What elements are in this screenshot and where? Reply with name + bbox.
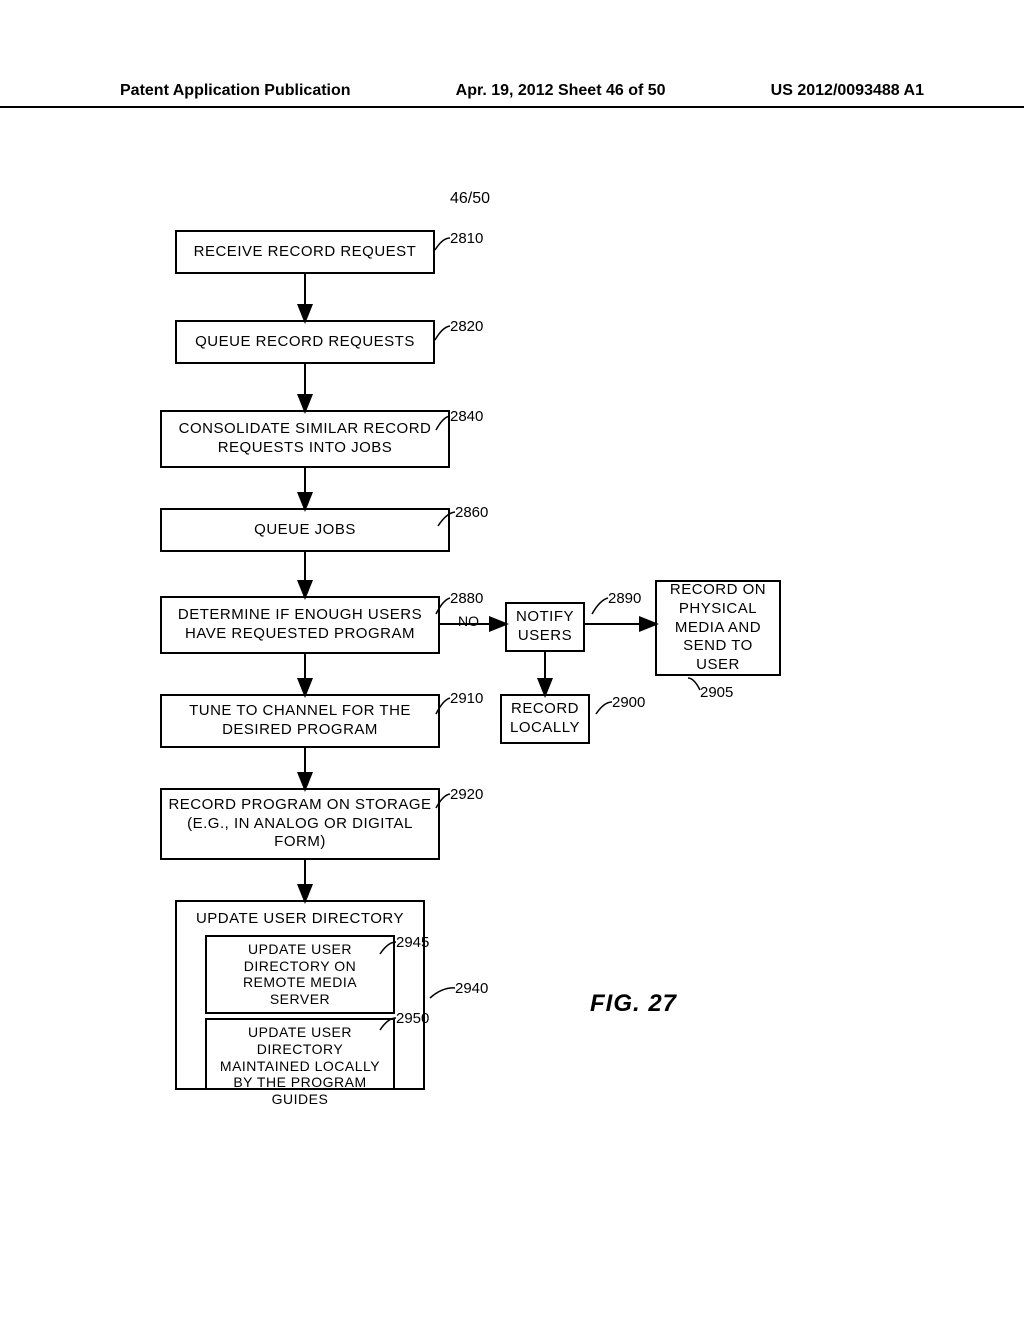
ref-2900: 2900	[612, 694, 645, 711]
ref-2890: 2890	[608, 590, 641, 607]
ref-2950: 2950	[396, 1010, 429, 1027]
box-2905: RECORD ON PHYSICAL MEDIA AND SEND TO USE…	[655, 580, 781, 676]
box-2880-text: DETERMINE IF ENOUGH USERS HAVE REQUESTED…	[168, 606, 432, 644]
header-left: Patent Application Publication	[120, 82, 351, 100]
box-2905-text: RECORD ON PHYSICAL MEDIA AND SEND TO USE…	[663, 581, 773, 675]
box-2910-text: TUNE TO CHANNEL FOR THE DESIRED PROGRAM	[168, 702, 432, 740]
arrows-overlay: NO	[0, 190, 1024, 1190]
ref-2920: 2920	[450, 786, 483, 803]
page-counter: 46/50	[450, 190, 490, 208]
figure-caption: FIG. 27	[590, 990, 677, 1018]
box-2950: UPDATE USER DIRECTORY MAINTAINED LOCALLY…	[205, 1018, 395, 1090]
box-2950-text: UPDATE USER DIRECTORY MAINTAINED LOCALLY…	[220, 1024, 380, 1107]
ref-2840: 2840	[450, 408, 483, 425]
box-2900: RECORD LOCALLY	[500, 694, 590, 744]
ref-2880: 2880	[450, 590, 483, 607]
box-2920: RECORD PROGRAM ON STORAGE (E.G., IN ANAL…	[160, 788, 440, 860]
box-2820-text: QUEUE RECORD REQUESTS	[195, 333, 415, 352]
box-2890-text: NOTIFY USERS	[513, 608, 577, 646]
box-2940: UPDATE USER DIRECTORY UPDATE USER DIRECT…	[175, 900, 425, 1090]
ref-2910: 2910	[450, 690, 483, 707]
box-2900-text: RECORD LOCALLY	[508, 700, 582, 738]
box-2945-text: UPDATE USER DIRECTORY ON REMOTE MEDIA SE…	[243, 941, 357, 1007]
ref-2820: 2820	[450, 318, 483, 335]
box-2860: QUEUE JOBS	[160, 508, 450, 552]
box-2940-title: UPDATE USER DIRECTORY	[183, 910, 417, 929]
page-header: Patent Application Publication Apr. 19, …	[0, 82, 1024, 108]
box-2890: NOTIFY USERS	[505, 602, 585, 652]
box-2840-text: CONSOLIDATE SIMILAR RECORD REQUESTS INTO…	[168, 420, 442, 458]
box-2810: RECEIVE RECORD REQUEST	[175, 230, 435, 274]
box-2810-text: RECEIVE RECORD REQUEST	[194, 243, 417, 262]
box-2880: DETERMINE IF ENOUGH USERS HAVE REQUESTED…	[160, 596, 440, 654]
box-2840: CONSOLIDATE SIMILAR RECORD REQUESTS INTO…	[160, 410, 450, 468]
box-2945: UPDATE USER DIRECTORY ON REMOTE MEDIA SE…	[205, 935, 395, 1014]
header-center: Apr. 19, 2012 Sheet 46 of 50	[456, 82, 666, 100]
box-2920-text: RECORD PROGRAM ON STORAGE (E.G., IN ANAL…	[168, 796, 432, 852]
svg-text:NO: NO	[458, 613, 479, 629]
ref-2940: 2940	[455, 980, 488, 997]
ref-2860: 2860	[455, 504, 488, 521]
box-2860-text: QUEUE JOBS	[254, 521, 356, 540]
ref-2905: 2905	[700, 684, 733, 701]
ref-2810: 2810	[450, 230, 483, 247]
header-right: US 2012/0093488 A1	[771, 82, 924, 100]
ref-2945: 2945	[396, 934, 429, 951]
box-2820: QUEUE RECORD REQUESTS	[175, 320, 435, 364]
box-2910: TUNE TO CHANNEL FOR THE DESIRED PROGRAM	[160, 694, 440, 748]
